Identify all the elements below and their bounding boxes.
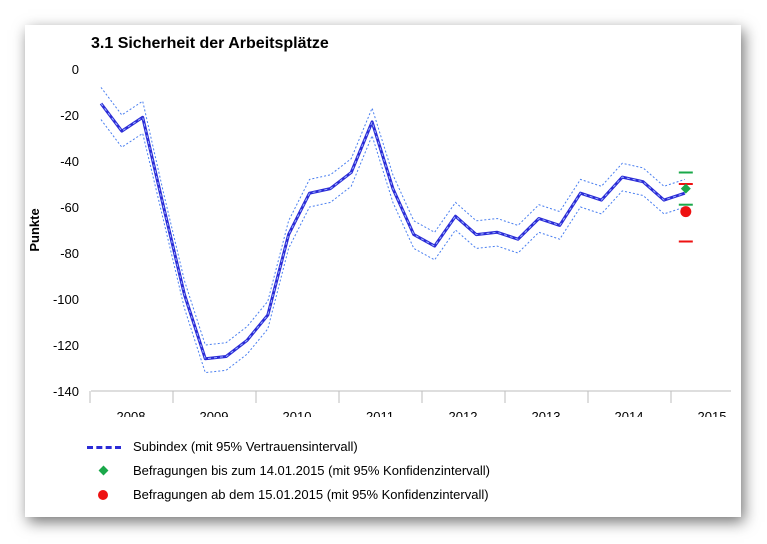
- upper-confidence-line: [100, 87, 685, 346]
- green-diamond-icon: [98, 465, 109, 476]
- y-tick-label: -100: [53, 292, 79, 307]
- line-chart: 0 -20 -40 -60 -80 -100 -120 -140 Punkte 2008 2009 2…: [27, 62, 731, 417]
- y-tick-label: -60: [60, 200, 79, 215]
- legend-label-subindex: Subindex (mit 95% Vertrauensintervall): [133, 439, 358, 454]
- y-tick-label: -120: [53, 338, 79, 353]
- chart-title: 3.1 Sicherheit der Arbeitsplätze: [91, 35, 329, 52]
- y-tick-label: -140: [53, 384, 79, 399]
- y-axis-label: Punkte: [27, 208, 42, 251]
- confidence-bands: [100, 87, 685, 374]
- x-tick-label: 2008: [117, 409, 146, 417]
- x-tick-label: 2010: [283, 409, 312, 417]
- x-tick-label: 2011: [366, 409, 394, 417]
- x-tick-label: 2014: [615, 409, 644, 417]
- survey-markers: [678, 171, 693, 243]
- legend-label-after: Befragungen ab dem 15.01.2015 (mit 95% K…: [133, 487, 489, 502]
- lower-confidence-line: [100, 119, 685, 374]
- subindex-line-group: [99, 102, 686, 361]
- x-tick-label: 2009: [200, 409, 229, 417]
- y-tick-label: -20: [60, 108, 79, 123]
- subindex-line-highlight: [100, 103, 685, 360]
- red-dot-marker: [680, 206, 692, 218]
- chart-card: 3.1 Sicherheit der Arbeitsplätze 0 -20 -40…: [25, 25, 741, 517]
- x-tick-label: 2012: [449, 409, 478, 417]
- x-tick-label: 2013: [532, 409, 561, 417]
- y-tick-label: 0: [72, 62, 79, 77]
- subindex-line-swatch: [87, 446, 121, 449]
- y-tick-label: -80: [60, 246, 79, 261]
- chart-axes: 0 -20 -40 -60 -80 -100 -120 -140 Punkte 2008 2009 2…: [27, 62, 731, 417]
- legend-label-before: Befragungen bis zum 14.01.2015 (mit 95% …: [133, 463, 490, 478]
- green-diamond-marker: [680, 183, 691, 194]
- red-dot-icon: [98, 490, 108, 500]
- y-tick-label: -40: [60, 154, 79, 169]
- x-tick-label: 2015: [698, 409, 727, 417]
